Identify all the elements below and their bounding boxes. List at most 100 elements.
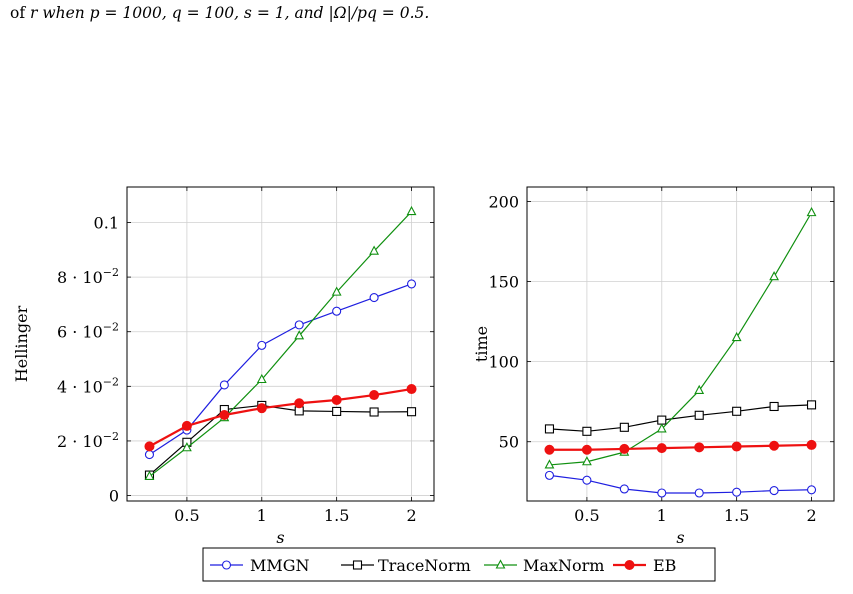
x-tick-label-0: 0.5 bbox=[174, 506, 199, 525]
marker-maxnorm-5 bbox=[331, 286, 342, 296]
marker-mmgn-3 bbox=[657, 488, 667, 498]
plot-frame bbox=[126, 186, 435, 502]
marker-tracenorm-6 bbox=[769, 401, 779, 412]
x-tick-label-2: 1.5 bbox=[324, 506, 349, 525]
marker-tracenorm-7 bbox=[806, 400, 817, 410]
y-tick-label-5: 0.1 bbox=[94, 213, 119, 232]
chart-1: 0.5 1 1.5 2 0 2 · 10−2 4 · 10−2 6 · 10−2 8 · 10−… bbox=[12, 186, 435, 547]
marker-tracenorm-legend bbox=[352, 560, 363, 570]
marker-maxnorm-0 bbox=[144, 470, 155, 480]
series-line-mmgn bbox=[149, 283, 412, 456]
plot-frame bbox=[526, 186, 835, 502]
legend: MMGN TraceNorm MaxNorm EB bbox=[202, 547, 716, 582]
marker-eb-0 bbox=[544, 444, 555, 455]
y-tick-label-3: 6 · 10−2 bbox=[57, 321, 119, 342]
y-tick-label-4: 8 · 10−2 bbox=[57, 266, 119, 287]
marker-eb-legend bbox=[624, 560, 635, 570]
series-line-maxnorm bbox=[149, 211, 412, 477]
x-tick-label-3: 2 bbox=[406, 506, 416, 525]
marker-mmgn-6 bbox=[369, 293, 379, 303]
x-axis-label: s bbox=[276, 528, 284, 547]
marker-eb-6 bbox=[369, 390, 380, 401]
figure-caption: of r when p = 1000, q = 100, s = 1, and … bbox=[10, 4, 429, 22]
marker-maxnorm-5 bbox=[731, 331, 742, 342]
marker-maxnorm-7 bbox=[806, 206, 817, 217]
x-tick-label-2: 1.5 bbox=[724, 506, 749, 525]
series-line-tracenorm bbox=[149, 404, 412, 476]
marker-maxnorm-legend bbox=[495, 559, 506, 569]
series-tracenorm bbox=[144, 400, 417, 480]
marker-tracenorm-6 bbox=[369, 407, 379, 417]
chart-2: 0.5 1 1.5 2 50 100 150 200 s time bbox=[472, 186, 835, 547]
marker-eb-6 bbox=[769, 440, 780, 451]
marker-mmgn-4 bbox=[294, 320, 304, 330]
caption-prefix: of bbox=[10, 4, 30, 22]
x-axis-label: s bbox=[676, 528, 684, 547]
marker-eb-7 bbox=[806, 439, 817, 450]
marker-maxnorm-1 bbox=[581, 456, 592, 466]
x-tick-label-1: 1 bbox=[657, 506, 667, 525]
marker-tracenorm-1 bbox=[582, 426, 592, 436]
series-line-eb bbox=[549, 443, 812, 451]
series-line-mmgn bbox=[549, 474, 812, 494]
y-tick-label-2: 150 bbox=[488, 273, 519, 292]
marker-maxnorm-4 bbox=[294, 330, 305, 340]
legend-label: MMGN bbox=[250, 556, 310, 575]
series-maxnorm bbox=[544, 206, 817, 469]
marker-maxnorm-4 bbox=[694, 384, 705, 395]
marker-eb-2 bbox=[619, 443, 630, 454]
marker-mmgn-1 bbox=[582, 475, 592, 485]
legend-label: EB bbox=[653, 556, 676, 575]
legend-label: TraceNorm bbox=[378, 556, 471, 575]
series-line-maxnorm bbox=[549, 212, 813, 466]
marker-mmgn-7 bbox=[806, 485, 817, 495]
marker-eb-3 bbox=[656, 443, 667, 454]
series-maxnorm bbox=[144, 205, 417, 480]
series-line-tracenorm bbox=[549, 404, 812, 432]
marker-mmgn-4 bbox=[694, 488, 704, 498]
y-tick-label-1: 2 · 10−2 bbox=[57, 430, 119, 451]
marker-maxnorm-6 bbox=[369, 245, 380, 255]
marker-tracenorm-5 bbox=[732, 406, 742, 416]
legend-label: MaxNorm bbox=[523, 556, 604, 575]
marker-maxnorm-3 bbox=[656, 423, 667, 433]
series-eb bbox=[144, 384, 417, 452]
y-tick-label-3: 200 bbox=[488, 192, 519, 211]
y-axis-label: time bbox=[472, 326, 491, 362]
marker-maxnorm-6 bbox=[769, 271, 780, 281]
marker-mmgn-3 bbox=[257, 340, 267, 350]
legend-item-mmgn: MMGN bbox=[210, 556, 310, 575]
marker-eb-1 bbox=[181, 420, 192, 431]
legend-item-eb: EB bbox=[613, 556, 676, 575]
marker-eb-0 bbox=[144, 441, 155, 452]
marker-mmgn-6 bbox=[769, 486, 779, 496]
marker-eb-2 bbox=[219, 409, 230, 420]
marker-tracenorm-5 bbox=[332, 406, 342, 416]
marker-tracenorm-7 bbox=[406, 407, 417, 417]
marker-tracenorm-4 bbox=[694, 410, 704, 420]
marker-maxnorm-7 bbox=[406, 205, 417, 216]
marker-eb-4 bbox=[294, 398, 305, 409]
y-axis-label: Hellinger bbox=[12, 305, 31, 382]
series-mmgn bbox=[544, 470, 817, 498]
y-tick-label-0: 0 bbox=[109, 487, 119, 506]
marker-mmgn-5 bbox=[332, 306, 342, 316]
marker-eb-4 bbox=[694, 442, 705, 453]
marker-tracenorm-3 bbox=[657, 415, 667, 425]
marker-mmgn-0 bbox=[144, 450, 155, 460]
marker-eb-1 bbox=[581, 444, 592, 455]
series-tracenorm bbox=[544, 400, 817, 436]
marker-mmgn-legend bbox=[221, 560, 232, 570]
y-tick-label-1: 100 bbox=[488, 353, 519, 372]
x-tick-label-0: 0.5 bbox=[574, 506, 599, 525]
marker-maxnorm-3 bbox=[256, 373, 267, 384]
marker-mmgn-7 bbox=[406, 279, 417, 289]
series-eb bbox=[544, 439, 817, 455]
marker-mmgn-2 bbox=[619, 484, 629, 494]
marker-maxnorm-1 bbox=[181, 442, 192, 452]
marker-eb-7 bbox=[406, 384, 417, 395]
legend-item-maxnorm: MaxNorm bbox=[484, 556, 604, 575]
caption-expression: r when p = 1000, q = 100, s = 1, and |Ω|… bbox=[30, 4, 430, 22]
marker-tracenorm-0 bbox=[544, 424, 555, 434]
